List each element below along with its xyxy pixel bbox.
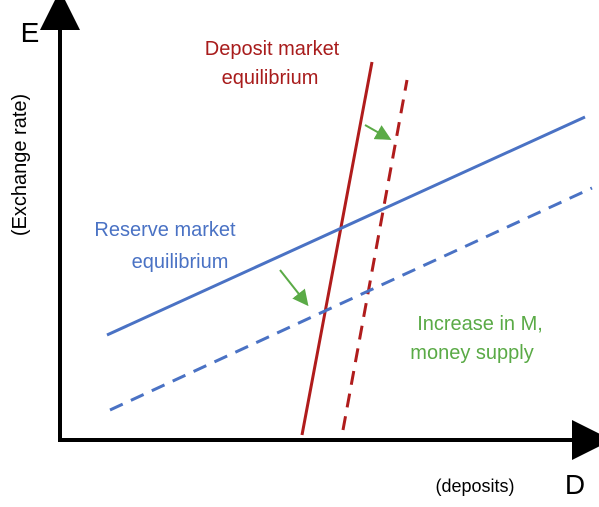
y-label: (Exchange rate) bbox=[9, 94, 31, 236]
reserve-curve-shifted bbox=[109, 186, 593, 412]
x-label: (deposits) bbox=[435, 476, 514, 496]
deposit-label: Deposit market bbox=[205, 38, 340, 60]
y-symbol: E bbox=[21, 17, 40, 48]
deposit-label: equilibrium bbox=[222, 67, 319, 89]
deposit-curve bbox=[300, 61, 374, 436]
reserve-label: Reserve market bbox=[94, 219, 236, 241]
shift-label: money supply bbox=[410, 342, 533, 364]
deposit-curve-shifted bbox=[341, 79, 409, 431]
shift-label: Increase in M, bbox=[417, 313, 543, 335]
reserve-label: equilibrium bbox=[132, 251, 229, 273]
shift-arrow bbox=[364, 124, 392, 140]
shift-arrow bbox=[279, 269, 309, 307]
x-symbol: D bbox=[565, 469, 585, 500]
reserve-curve bbox=[106, 115, 586, 337]
